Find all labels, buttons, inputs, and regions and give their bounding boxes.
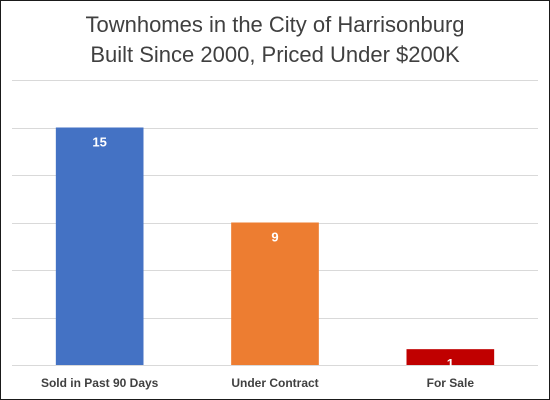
chart-title: Townhomes in the City of Harrisonburg Bu… — [0, 10, 550, 70]
category-label: Sold in Past 90 Days — [41, 376, 159, 390]
chart-title-line-2: Built Since 2000, Priced Under $200K — [90, 42, 460, 67]
bar-under-contract — [231, 222, 319, 365]
category-label: For Sale — [427, 376, 475, 390]
category-label: Under Contract — [231, 376, 318, 390]
bar-for-sale — [406, 349, 495, 365]
bars — [55, 127, 495, 365]
data-label: 9 — [271, 230, 278, 245]
category-labels: Sold in Past 90 Days Under Contract For Sa… — [41, 376, 474, 390]
data-label: 1 — [447, 356, 454, 371]
bar-sold-in-past-90-days — [55, 127, 144, 365]
data-label: 15 — [92, 135, 106, 150]
chart-title-line-1: Townhomes in the City of Harrisonburg — [85, 12, 465, 37]
